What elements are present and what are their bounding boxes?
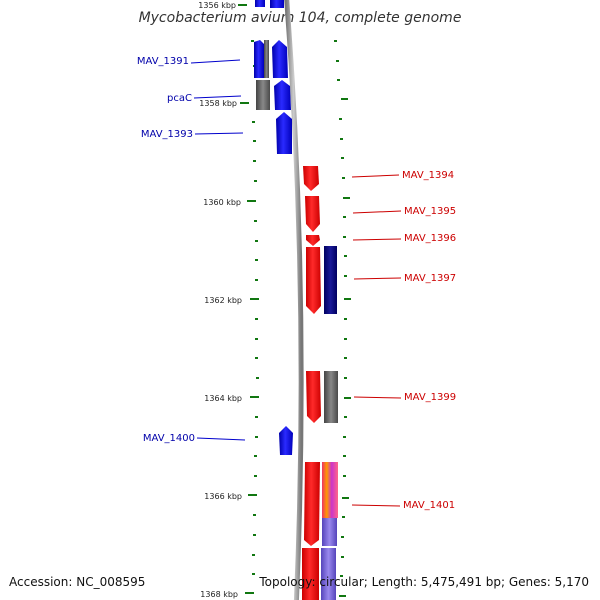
gene-feature <box>324 371 338 423</box>
gene-feature <box>274 80 291 110</box>
gene-label: MAV_1396 <box>404 233 456 244</box>
gene-feature <box>254 40 264 78</box>
gene-feature <box>276 112 292 154</box>
gene-feature <box>256 80 270 110</box>
gene-feature <box>306 247 321 314</box>
kbp-label: 1362 kbp <box>204 296 242 305</box>
gene-label: MAV_1400 <box>143 433 195 444</box>
gene-feature <box>255 0 265 7</box>
kbp-label: 1356 kbp <box>198 1 236 10</box>
map-title: Mycobacterium avium 104, complete genome <box>138 10 462 26</box>
kbp-label: 1368 kbp <box>200 590 238 599</box>
reverse-genes <box>302 166 338 600</box>
gene-feature <box>302 548 319 600</box>
gene-feature <box>322 518 337 546</box>
ruler-major-ticks <box>238 4 259 594</box>
kbp-label: 1358 kbp <box>199 99 237 108</box>
ruler-labels: 1356 kbp 1358 kbp 1360 kbp 1362 kbp 1364… <box>198 1 242 599</box>
gene-feature <box>306 235 320 246</box>
kbp-label: 1366 kbp <box>204 492 242 501</box>
gene-feature <box>304 462 320 546</box>
forward-gene-labels: MAV_1391 pcaC MAV_1393 MAV_1400 <box>137 56 246 444</box>
accession-text: Accession: NC_008595 <box>9 575 146 589</box>
gene-feature <box>303 166 319 191</box>
forward-genes <box>254 0 293 455</box>
gene-feature <box>324 246 337 314</box>
gene-label: MAV_1395 <box>404 206 456 217</box>
backbone-arc <box>284 0 304 600</box>
gene-label: MAV_1394 <box>402 170 454 181</box>
gene-label: MAV_1399 <box>404 392 456 403</box>
gene-feature <box>321 548 336 600</box>
gene-feature <box>272 40 288 78</box>
gene-label: pcaC <box>167 93 192 104</box>
topology-text: Topology: circular; Length: 5,475,491 bp… <box>259 575 589 589</box>
kbp-label: 1360 kbp <box>203 198 241 207</box>
gene-feature <box>279 426 293 455</box>
gene-feature <box>305 196 320 232</box>
gene-label: MAV_1397 <box>404 273 456 284</box>
outer-ticks <box>334 40 351 597</box>
gene-feature <box>270 0 284 8</box>
gene-label: MAV_1391 <box>137 56 189 67</box>
gene-feature <box>306 371 321 423</box>
gene-label: MAV_1393 <box>141 129 193 140</box>
gene-feature <box>322 462 338 518</box>
kbp-label: 1364 kbp <box>204 394 242 403</box>
gene-label: MAV_1401 <box>403 500 455 511</box>
gene-feature <box>264 40 269 78</box>
reverse-gene-labels: MAV_1394 MAV_1395 MAV_1396 MAV_1397 MAV_… <box>351 170 456 511</box>
